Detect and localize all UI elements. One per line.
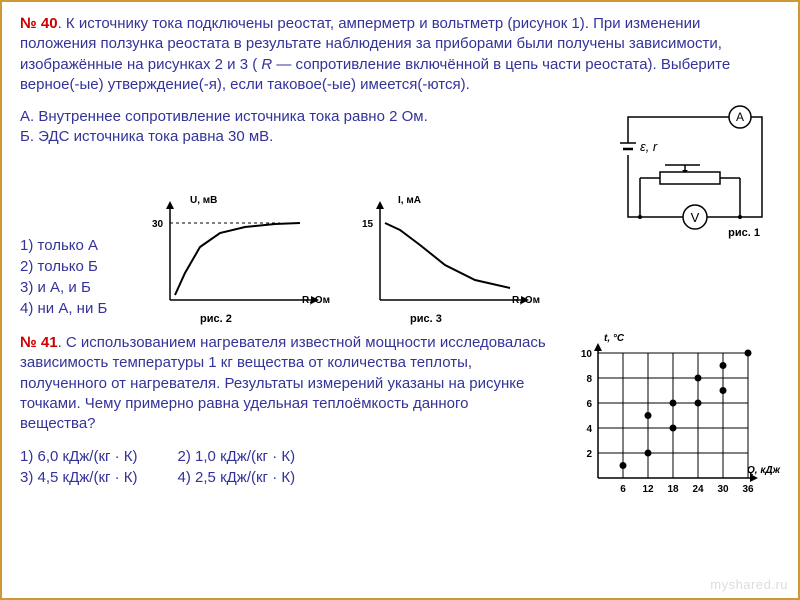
- circuit-caption: рис. 1: [728, 227, 760, 239]
- chart3-ylabel: I, мА: [398, 195, 421, 206]
- watermark: myshared.ru: [710, 577, 788, 592]
- scatter-xlabel: Q, кДж: [747, 465, 780, 476]
- q40-stmt-b: Б. ЭДС источника тока равна 30 мВ.: [20, 127, 600, 147]
- q41-opt-1: 1) 6,0 кДж/(кг · К): [20, 446, 138, 467]
- q40-opt-1: 1) только А: [20, 235, 130, 256]
- q40-text-block: № 40. К источнику тока подключены реоста…: [20, 14, 780, 95]
- chart-3: I, мА 15 R, Ом рис. 3: [350, 195, 550, 325]
- chart-2: U, мВ 30 R, Ом рис. 2: [140, 195, 340, 325]
- q40-stmt-a: А. Внутреннее сопротивление источника то…: [20, 107, 600, 127]
- q40-number: № 40: [20, 15, 58, 32]
- svg-text:6: 6: [620, 484, 626, 495]
- circuit-svg: A ε, r: [610, 105, 780, 235]
- chart2-ylabel: U, мВ: [190, 195, 217, 206]
- voltmeter-label: V: [691, 210, 700, 225]
- svg-text:12: 12: [642, 484, 654, 495]
- svg-text:4: 4: [586, 424, 592, 435]
- svg-text:2: 2: [586, 449, 592, 460]
- chart3-ystart: 15: [362, 219, 373, 230]
- svg-text:18: 18: [667, 484, 679, 495]
- svg-text:10: 10: [581, 349, 593, 360]
- svg-text:24: 24: [692, 484, 704, 495]
- q41-opt-2: 2) 1,0 кДж/(кг · К): [178, 446, 296, 467]
- chart2-asymptote: 30: [152, 219, 163, 230]
- chart2-xlabel: R, Ом: [302, 295, 330, 306]
- chart3-xlabel: R, Ом: [512, 295, 540, 306]
- q41-text: . С использованием нагревателя известной…: [20, 334, 546, 432]
- q40-opt-3: 3) и А, и Б: [20, 277, 130, 298]
- svg-text:6: 6: [586, 399, 592, 410]
- page-container: № 40. К источнику тока подключены реоста…: [0, 0, 800, 600]
- svg-text:30: 30: [717, 484, 729, 495]
- svg-text:8: 8: [586, 374, 592, 385]
- chart2-caption: рис. 2: [200, 313, 232, 325]
- q41-opt-4: 4) 2,5 кДж/(кг · К): [178, 467, 296, 488]
- svg-text:36: 36: [742, 484, 754, 495]
- chart3-caption: рис. 3: [410, 313, 442, 325]
- q40-R-symbol: R: [261, 56, 272, 73]
- q40-opt-4: 4) ни А, ни Б: [20, 298, 130, 319]
- q41-opt-3: 3) 4,5 кДж/(кг · К): [20, 467, 138, 488]
- ammeter-label: A: [736, 110, 744, 124]
- q41-number: № 41: [20, 334, 58, 351]
- scatter-ylabel: t, °C: [604, 333, 624, 344]
- q40-opt-2: 2) только Б: [20, 256, 130, 277]
- emf-label: ε, r: [640, 139, 658, 154]
- scatter-chart: 24681061218243036 t, °C Q, кДж: [560, 333, 780, 503]
- scatter-svg: 24681061218243036: [560, 333, 780, 503]
- q40-options: 1) только А 2) только Б 3) и А, и Б 4) н…: [20, 235, 130, 325]
- circuit-diagram: A ε, r: [610, 105, 780, 235]
